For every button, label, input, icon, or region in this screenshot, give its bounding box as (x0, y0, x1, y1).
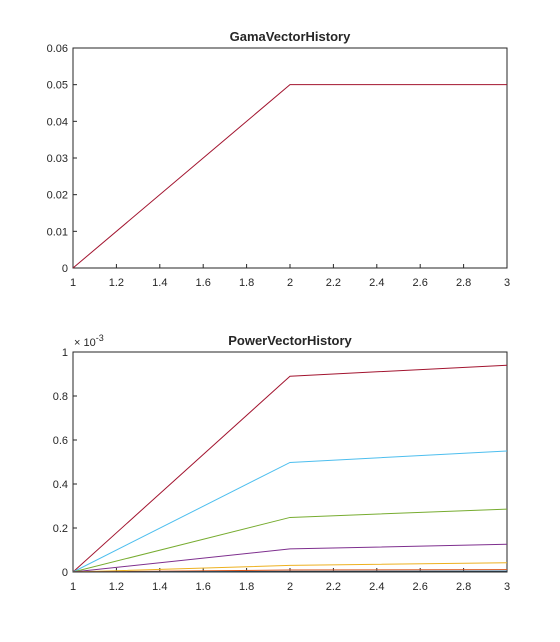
y-tick-label: 0.06 (47, 43, 68, 55)
x-tick-label: 1.8 (239, 581, 254, 593)
series-group (72, 84, 507, 269)
y-axis: 0 0.01 0.02 0.03 0.04 0.05 0.06 (47, 43, 77, 275)
y-tick-label: 0.05 (47, 80, 68, 92)
x-tick-label: 2.8 (456, 277, 471, 289)
series-line-1 (72, 84, 507, 269)
x-tick-label: 2 (287, 581, 293, 593)
x-tick-label: 2.2 (326, 277, 341, 289)
x-tick-label: 1.4 (152, 277, 167, 289)
x-tick-label: 2.6 (413, 277, 428, 289)
series-line-4 (72, 543, 508, 573)
x-tick-label: 1 (70, 581, 76, 593)
chart-title: PowerVectorHistory (228, 333, 352, 348)
plot-area (72, 47, 508, 269)
y-tick-label: 0.01 (47, 226, 68, 238)
x-tick-label: 1.2 (109, 277, 124, 289)
series-line-3 (72, 508, 508, 573)
y-tick-label: 0.03 (47, 153, 68, 165)
x-tick-label: 1.6 (196, 277, 211, 289)
y-tick-label: 0.04 (47, 116, 68, 128)
chart-title: GamaVectorHistory (230, 29, 351, 44)
y-tick-label: 0.6 (53, 435, 68, 447)
series-line-5 (72, 562, 508, 573)
y-tick-label: 0 (62, 263, 68, 275)
x-tick-label: 1.8 (239, 277, 254, 289)
x-tick-label: 1.2 (109, 581, 124, 593)
y-tick-label: 0.8 (53, 391, 68, 403)
x-tick-label: 1 (70, 277, 76, 289)
y-tick-label: 0.02 (47, 190, 68, 202)
y-tick-label: 0.4 (53, 479, 68, 491)
series-line-2 (72, 450, 508, 573)
x-tick-label: 1.4 (152, 581, 167, 593)
y-tick-label: 1 (62, 347, 68, 359)
y-exponent-base: × 10 (74, 337, 96, 349)
x-tick-label: 2.2 (326, 581, 341, 593)
y-exponent-label: × 10-3 (74, 333, 104, 349)
x-tick-label: 3 (504, 581, 510, 593)
y-tick-label: 0 (62, 567, 68, 579)
y-exponent-power: -3 (96, 333, 104, 343)
x-tick-label: 2.8 (456, 581, 471, 593)
y-tick-label: 0.2 (53, 523, 68, 535)
x-tick-label: 1.6 (196, 581, 211, 593)
x-tick-label: 2.6 (413, 581, 428, 593)
axes-power-vector-history: PowerVectorHistory × 10-3 1 1.2 1.4 1.6 1.8 2… (53, 333, 510, 593)
x-tick-label: 2 (287, 277, 293, 289)
x-tick-label: 2.4 (369, 277, 384, 289)
y-axis: 0 0.2 0.4 0.6 0.8 1 (53, 347, 77, 579)
x-axis: 1 1.2 1.4 1.6 1.8 2 2.2 2.4 2.6 2.8 3 (70, 264, 510, 289)
series-line-1 (72, 364, 508, 573)
axes-gama-vector-history: GamaVectorHistory 1 1.2 1.4 1.6 1.8 2 2.2 2.4 2.… (47, 29, 510, 289)
x-tick-label: 3 (504, 277, 510, 289)
x-tick-label: 2.4 (369, 581, 384, 593)
series-group (72, 364, 508, 573)
